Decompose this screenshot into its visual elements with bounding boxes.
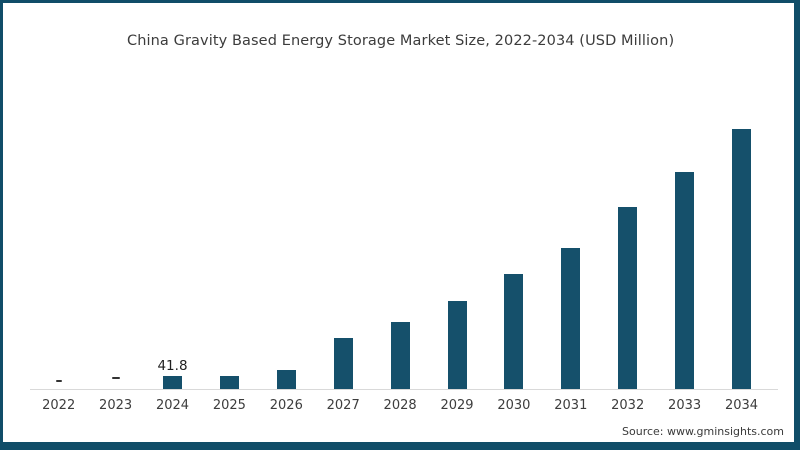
x-tick-2031: 2031: [554, 398, 588, 413]
x-tick-2027: 2027: [326, 398, 360, 413]
x-tick-2023: 2023: [99, 398, 133, 413]
x-tick-2026: 2026: [269, 398, 303, 413]
source-credit: Source: www.gminsights.com: [622, 425, 784, 438]
bar-2027: [333, 338, 353, 389]
bar-2024: [163, 376, 182, 389]
x-tick-2033: 2033: [668, 398, 702, 413]
x-tick-2025: 2025: [212, 398, 246, 413]
value-label-2024: 41.8: [157, 358, 188, 374]
bar-2029: [447, 301, 467, 389]
bar-2034: [732, 129, 751, 389]
x-tick-2030: 2030: [497, 398, 531, 413]
bar-2033: [675, 172, 695, 389]
x-tick-2029: 2029: [440, 398, 474, 413]
bar-2028: [390, 322, 410, 389]
bar-2032: [618, 207, 638, 389]
bar-2030: [504, 274, 524, 389]
x-tick-2024: 2024: [155, 398, 190, 413]
bar-2031: [561, 248, 581, 389]
x-axis-line: [30, 389, 778, 390]
x-tick-2032: 2032: [611, 398, 645, 413]
chart-title: China Gravity Based Energy Storage Marke…: [127, 33, 675, 49]
bar-marker-2023: [111, 377, 120, 379]
x-tick-2028: 2028: [383, 398, 417, 413]
x-tick-2034: 2034: [724, 398, 759, 413]
bar-2026: [276, 370, 296, 389]
bar-2025: [219, 376, 239, 389]
x-tick-2022: 2022: [42, 398, 76, 413]
bar-marker-2022: [55, 380, 62, 382]
